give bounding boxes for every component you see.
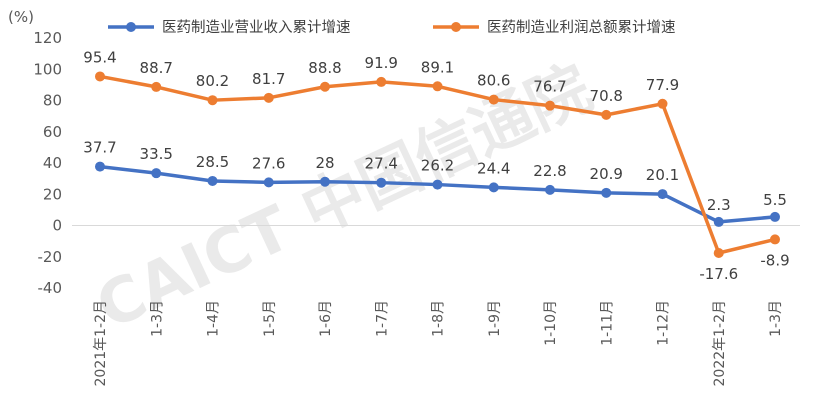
data-label: 22.8 bbox=[533, 162, 566, 180]
data-point bbox=[432, 179, 443, 190]
x-tick-label: 1-7月 bbox=[374, 300, 390, 337]
y-tick-label: -40 bbox=[38, 279, 63, 297]
axes: (%) -40 -20 0 20 40 60 80 100 120 2021年1-2月 1-3月 1-4… bbox=[8, 8, 800, 387]
data-label: 88.7 bbox=[140, 59, 173, 77]
x-tick-label: 1-6月 bbox=[318, 300, 334, 337]
data-label: 24.4 bbox=[477, 159, 510, 177]
y-tick-label: 0 bbox=[52, 217, 62, 235]
y-tick-label: 60 bbox=[43, 123, 62, 141]
data-point bbox=[376, 177, 387, 188]
data-point bbox=[488, 182, 499, 193]
x-tick-label: 1-3月 bbox=[768, 300, 784, 337]
data-label: 37.7 bbox=[83, 139, 116, 157]
data-point bbox=[263, 92, 274, 103]
data-point bbox=[207, 175, 218, 186]
data-label: 26.2 bbox=[421, 157, 454, 175]
data-point bbox=[770, 234, 780, 245]
data-point bbox=[432, 81, 443, 92]
y-tick-label: 40 bbox=[43, 154, 62, 172]
data-label: 33.5 bbox=[140, 145, 173, 163]
data-point bbox=[488, 94, 499, 105]
x-tick-label: 1-4月 bbox=[206, 300, 222, 337]
data-label: 70.8 bbox=[590, 87, 623, 105]
x-tick-label: 1-11月 bbox=[599, 300, 615, 346]
data-label: 81.7 bbox=[252, 70, 285, 88]
legend-marker-2 bbox=[451, 22, 461, 32]
data-label: 80.6 bbox=[477, 72, 510, 90]
x-tick-label: 1-3月 bbox=[149, 300, 165, 337]
data-label: -8.9 bbox=[760, 251, 789, 269]
data-label: 20.9 bbox=[590, 165, 623, 183]
x-tick-label: 1-12月 bbox=[656, 300, 672, 346]
legend-label-2: 医药制造业利润总额累计增速 bbox=[487, 19, 676, 36]
y-tick-label: 20 bbox=[43, 185, 62, 203]
x-tick-label: 2021年1-2月 bbox=[93, 300, 109, 387]
data-point bbox=[601, 109, 612, 120]
data-point bbox=[545, 184, 555, 195]
data-point bbox=[151, 168, 162, 179]
watermark-text: CAICT 中国信通院 bbox=[85, 51, 602, 344]
data-label: 95.4 bbox=[83, 48, 116, 66]
x-tick-label: 1-9月 bbox=[487, 300, 503, 337]
data-point bbox=[95, 71, 105, 82]
watermark: CAICT 中国信通院 bbox=[85, 51, 602, 344]
data-label: 27.4 bbox=[365, 155, 398, 173]
y-tick-label: 100 bbox=[33, 60, 62, 78]
data-label: 5.5 bbox=[763, 191, 787, 209]
data-point bbox=[770, 211, 780, 222]
legend-label-1: 医药制造业营业收入累计增速 bbox=[162, 19, 351, 36]
y-tick-label: -20 bbox=[38, 248, 63, 266]
y-tick-label: 80 bbox=[43, 92, 62, 110]
data-label: 88.8 bbox=[308, 59, 341, 77]
data-label: -17.6 bbox=[699, 265, 738, 283]
data-point bbox=[95, 161, 105, 172]
series-group bbox=[95, 71, 780, 258]
x-tick-label: 1-8月 bbox=[431, 300, 447, 337]
data-point bbox=[713, 216, 724, 227]
data-point bbox=[151, 81, 162, 92]
data-point bbox=[713, 248, 724, 258]
data-labels: 37.7 33.5 28.5 27.6 28 27.4 26.2 24.4 22.8 20.9 20… bbox=[83, 48, 789, 283]
data-label: 80.2 bbox=[196, 72, 229, 90]
data-label: 76.7 bbox=[533, 78, 566, 96]
data-label: 27.6 bbox=[252, 154, 285, 172]
data-point bbox=[207, 95, 218, 106]
data-label: 20.1 bbox=[646, 166, 679, 184]
data-point bbox=[657, 189, 668, 200]
legend: 医药制造业营业收入累计增速 医药制造业利润总额累计增速 bbox=[108, 19, 676, 36]
legend-marker-1 bbox=[126, 22, 136, 32]
data-label: 91.9 bbox=[365, 54, 398, 72]
data-label: 89.1 bbox=[421, 58, 454, 76]
x-tick-label: 2022年1-2月 bbox=[712, 300, 728, 387]
data-point bbox=[320, 176, 330, 187]
data-point bbox=[657, 98, 668, 109]
y-axis-unit-label: (%) bbox=[8, 8, 34, 26]
x-tick-label: 1-10月 bbox=[543, 300, 559, 346]
data-label: 77.9 bbox=[646, 76, 679, 94]
data-point bbox=[601, 187, 612, 198]
data-point bbox=[263, 177, 274, 188]
x-tick-label: 1-5月 bbox=[262, 300, 278, 337]
data-label: 28 bbox=[315, 154, 334, 172]
data-label: 2.3 bbox=[707, 196, 731, 214]
data-point bbox=[376, 76, 387, 87]
data-point bbox=[545, 100, 555, 111]
data-point bbox=[320, 81, 330, 92]
data-label: 28.5 bbox=[196, 153, 229, 171]
y-tick-label: 120 bbox=[33, 29, 62, 47]
